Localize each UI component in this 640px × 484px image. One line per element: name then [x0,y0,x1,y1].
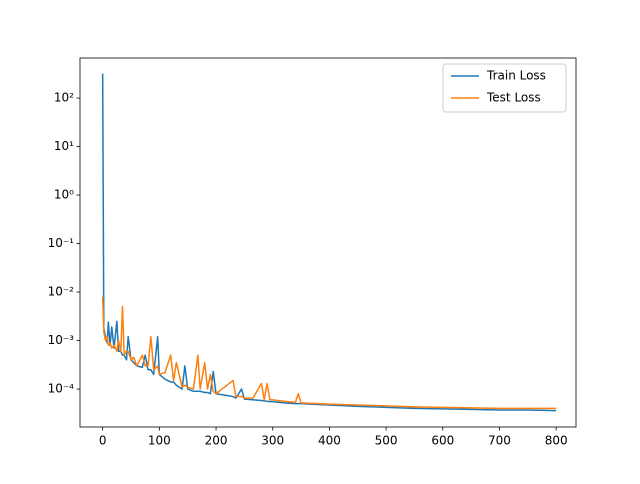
x-tick-label: 300 [261,434,284,448]
x-tick-label: 200 [205,434,228,448]
x-tick-label: 0 [99,434,107,448]
y-tick-label: 10⁻⁴ [48,382,75,396]
x-tick-label: 600 [431,434,454,448]
x-tick-label: 400 [318,434,341,448]
legend-label: Test Loss [486,91,541,105]
x-tick-label: 100 [148,434,171,448]
plot-frame [79,57,577,428]
y-tick-label: 10⁻¹ [48,236,75,250]
x-tick-label: 800 [545,434,568,448]
y-tick-label: 10⁻³ [48,333,75,347]
y-tick-label: 10¹ [54,139,74,153]
y-tick-label: 10⁻² [48,285,75,299]
line [101,296,557,410]
y-tick-label: 10⁰ [54,188,74,202]
legend-label: Train Loss [486,69,546,83]
x-tick-label: 700 [488,434,511,448]
x-tick-label: 500 [375,434,398,448]
y-tick-label: 10² [54,91,74,105]
line [101,73,557,412]
